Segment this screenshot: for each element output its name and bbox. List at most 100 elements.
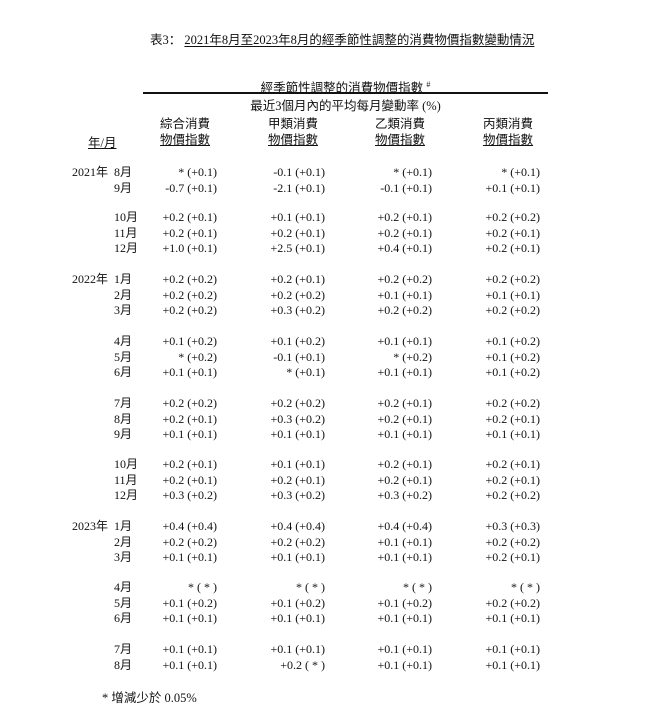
- row-value: +0.1 (+0.1): [162, 550, 217, 564]
- table-row: 10月 +0.2 (+0.1) +0.1 (+0.1) +0.2 (+0.1) +0.2…: [0, 210, 656, 225]
- table-row: 2023年 1月 +0.4 (+0.4) +0.4 (+0.4) +0.4 (+0.4)…: [0, 519, 656, 534]
- row-month: 9月: [114, 427, 133, 441]
- row-month: 10月: [114, 210, 139, 224]
- row-month: 11月: [114, 472, 138, 487]
- table-row: 11月 +0.2 (+0.1) +0.2 (+0.1) +0.2 (+0.1) +0.2…: [0, 473, 656, 488]
- row-value: +0.2 (+0.1): [162, 225, 217, 240]
- row-value: +0.2 (+0.1): [485, 457, 540, 471]
- row-value: +0.1 (+0.1): [485, 180, 540, 195]
- table-row: 6月 +0.1 (+0.1) * (+0.1) +0.1 (+0.1) +0.1 (+0…: [0, 365, 656, 380]
- row-value: +0.2 (+0.1): [377, 457, 432, 471]
- row-value: +0.2 (+0.1): [485, 411, 540, 426]
- row-value: +0.2 (+0.1): [377, 472, 432, 487]
- row-value: +0.2 (+0.2): [485, 210, 540, 224]
- table-row: 12月 +1.0 (+0.1) +2.5 (+0.1) +0.4 (+0.1) +0.2…: [0, 241, 656, 256]
- row-value: +0.4 (+0.4): [162, 519, 217, 533]
- row-value: +0.2 (+0.2): [162, 272, 217, 286]
- row-month: 5月: [114, 595, 133, 610]
- table-row: 5月 +0.1 (+0.2) +0.1 (+0.2) +0.1 (+0.2) +0.2 …: [0, 596, 656, 611]
- row-value: +0.1 (+0.1): [270, 210, 325, 224]
- row-value: +0.1 (+0.1): [377, 642, 432, 656]
- row-value: +0.3 (+0.2): [162, 488, 217, 502]
- row-value: * (+0.1): [178, 165, 217, 179]
- row-month: 6月: [114, 611, 133, 625]
- row-value: +0.1 (+0.1): [377, 534, 432, 549]
- row-value: +0.1 (+0.1): [162, 657, 217, 672]
- table-number: 表3：: [150, 33, 182, 47]
- column-header-line1: 綜合消費: [159, 117, 210, 131]
- group-header-text: 經季節性調整的消費物價指數: [260, 81, 424, 95]
- row-value: * (+0.1): [286, 365, 325, 379]
- row-value: +0.2 (+0.1): [377, 210, 432, 224]
- table-row: 2021年 8月 * (+0.1) -0.1 (+0.1) * (+0.1) * (+0.…: [0, 165, 656, 180]
- subheader: 最近3個月內的平均每月變動率 (%): [250, 99, 441, 113]
- row-value: +0.1 (+0.1): [485, 642, 540, 656]
- row-value: +0.4 (+0.1): [377, 241, 432, 255]
- row-value: +1.0 (+0.1): [162, 241, 217, 255]
- row-value: * (+0.1): [393, 165, 432, 179]
- row-value: +0.2 (+0.1): [377, 411, 432, 426]
- row-value: +0.2 (+0.1): [162, 472, 217, 487]
- table-row: 2月 +0.2 (+0.2) +0.2 (+0.2) +0.1 (+0.1) +0.2 …: [0, 535, 656, 550]
- row-value: +0.2 (+0.2): [485, 595, 540, 610]
- row-month: 2月: [114, 287, 133, 302]
- column-header-c: 丙類消費 物價指數: [453, 116, 563, 148]
- row-month: 3月: [114, 550, 133, 564]
- table-row: 3月 +0.1 (+0.1) +0.1 (+0.1) +0.1 (+0.1) +0.2 …: [0, 550, 656, 565]
- row-month: 1月: [114, 272, 133, 286]
- table-row: 2022年 1月 +0.2 (+0.2) +0.2 (+0.1) +0.2 (+0.2)…: [0, 272, 656, 287]
- row-value: +0.2 (+0.1): [270, 225, 325, 240]
- row-month: 1月: [114, 519, 133, 533]
- row-value: +0.2 (+0.2): [485, 396, 540, 410]
- row-value: * ( * ): [188, 580, 217, 594]
- row-value: * (+0.1): [501, 165, 540, 179]
- row-value: +0.2 (+0.1): [485, 225, 540, 240]
- row-value: +0.2 (+0.2): [270, 287, 325, 302]
- row-value: +0.1 (+0.2): [485, 365, 540, 379]
- column-header-line2: 物價指數: [374, 133, 425, 147]
- row-value: +0.1 (+0.2): [270, 595, 325, 610]
- row-value: +0.2 (+0.1): [270, 472, 325, 487]
- row-month: 7月: [114, 642, 133, 656]
- column-header-b: 乙類消費 物價指數: [345, 116, 455, 148]
- row-value: +0.3 (+0.2): [270, 411, 325, 426]
- row-value: +0.2 (+0.2): [162, 396, 217, 410]
- row-value: +0.2 (+0.2): [270, 534, 325, 549]
- row-month: 12月: [114, 241, 139, 255]
- row-value: +0.1 (+0.1): [162, 427, 217, 441]
- table-row: 10月 +0.2 (+0.1) +0.1 (+0.1) +0.2 (+0.1) +0.2…: [0, 457, 656, 472]
- row-value: +0.1 (+0.1): [485, 427, 540, 441]
- row-value: +0.2 (+0.1): [485, 241, 540, 255]
- row-value: +0.1 (+0.1): [270, 642, 325, 656]
- row-month: 8月: [114, 411, 133, 426]
- row-value: +0.1 (+0.1): [270, 457, 325, 471]
- row-value: +0.2 (+0.2): [270, 396, 325, 410]
- table-row: 7月 +0.1 (+0.1) +0.1 (+0.1) +0.1 (+0.1) +0.1 …: [0, 642, 656, 657]
- row-month: 11月: [114, 225, 138, 240]
- row-month: 12月: [114, 488, 139, 502]
- column-header-line1: 乙類消費: [374, 117, 425, 131]
- column-header-a: 甲類消費 物價指數: [238, 116, 348, 148]
- table-row: 8月 +0.2 (+0.1) +0.3 (+0.2) +0.2 (+0.1) +0.2 …: [0, 412, 656, 427]
- row-value: +0.1 (+0.1): [162, 365, 217, 379]
- column-header-line1: 丙類消費: [482, 117, 533, 131]
- row-value: +0.4 (+0.4): [270, 519, 325, 533]
- table-row: 9月 +0.1 (+0.1) +0.1 (+0.1) +0.1 (+0.1) +0.1 …: [0, 427, 656, 442]
- row-value: -0.7 (+0.1): [165, 180, 217, 195]
- row-value: +0.2 (+0.1): [162, 210, 217, 224]
- table-row: 8月 +0.1 (+0.1) +0.2 ( * ) +0.1 (+0.1) +0.1 (…: [0, 658, 656, 673]
- row-value: +0.2 (+0.1): [377, 225, 432, 240]
- row-value: +0.1 (+0.2): [270, 334, 325, 348]
- row-value: +0.2 (+0.1): [485, 472, 540, 487]
- row-value: +0.2 (+0.2): [377, 272, 432, 286]
- row-month: 9月: [114, 180, 133, 195]
- row-value: +0.2 (+0.2): [162, 534, 217, 549]
- row-value: +0.2 (+0.1): [485, 550, 540, 564]
- row-value: +0.2 (+0.2): [485, 488, 540, 502]
- row-value: +0.1 (+0.2): [485, 334, 540, 348]
- row-value: +0.1 (+0.2): [377, 595, 432, 610]
- row-value: +2.5 (+0.1): [270, 241, 325, 255]
- row-month: 8月: [114, 165, 133, 179]
- row-value: +0.1 (+0.1): [270, 550, 325, 564]
- row-value: +0.2 (+0.1): [377, 396, 432, 410]
